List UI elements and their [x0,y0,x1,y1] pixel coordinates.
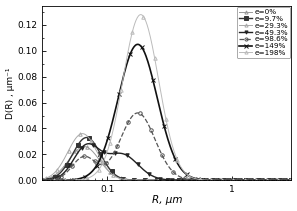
e=9.7% [290,179,293,181]
e=98.6% [290,179,293,181]
e=149% [140,46,143,48]
e=9.7% [221,179,225,181]
e=29.3% [80,132,84,135]
e=49.3% [290,179,293,181]
e=149% [40,179,44,181]
e=49.3% [87,142,90,145]
e=9.7% [40,179,44,181]
e=29.3% [122,178,126,181]
e=198% [140,14,143,16]
e=9.7% [140,179,143,181]
e=29.3% [140,179,143,181]
Line: e=198%: e=198% [41,13,293,182]
e=149% [222,179,226,181]
Line: e=49.3%: e=49.3% [41,142,293,182]
e=49.3% [221,179,225,181]
e=9.7% [198,179,201,181]
e=0% [122,178,126,180]
e=0% [140,179,143,181]
e=98.6% [40,179,44,181]
e=198% [221,179,225,181]
e=98.6% [140,113,143,116]
e=198% [40,179,44,181]
e=9.7% [85,136,89,139]
e=149% [198,178,201,181]
e=149% [70,179,74,181]
e=98.6% [70,165,74,167]
X-axis label: R, μm: R, μm [152,195,182,206]
e=49.3% [198,179,201,181]
e=98.6% [221,179,225,181]
e=49.3% [122,153,126,155]
e=49.3% [70,160,74,163]
Line: e=149%: e=149% [41,43,293,182]
e=198% [198,178,201,181]
e=29.3% [70,142,74,145]
e=0% [221,179,225,181]
e=198% [139,13,143,16]
e=49.3% [140,167,143,169]
e=0% [82,145,86,148]
e=29.3% [221,179,225,181]
Line: e=98.6%: e=98.6% [41,111,293,182]
e=49.3% [222,179,226,181]
e=49.3% [40,179,44,181]
Line: e=29.3%: e=29.3% [41,132,293,182]
e=29.3% [198,179,201,181]
e=149% [221,179,225,181]
e=0% [40,178,44,181]
e=29.3% [222,179,226,181]
Y-axis label: D(R) , μm⁻¹: D(R) , μm⁻¹ [6,67,15,119]
e=98.6% [222,179,226,181]
e=198% [70,179,74,181]
e=149% [136,43,140,46]
e=198% [122,75,125,78]
e=0% [70,154,74,157]
Legend: e=0%, e=9.7%, e=29.3%, e=49.3%, e=98.6%, e=149%, e=198%: e=0%, e=9.7%, e=29.3%, e=49.3%, e=98.6%,… [237,7,290,58]
e=0% [198,179,201,181]
Line: e=9.7%: e=9.7% [41,136,293,182]
e=98.6% [122,131,125,133]
e=29.3% [290,179,293,181]
e=0% [290,179,293,181]
e=9.7% [222,179,226,181]
e=9.7% [70,153,74,156]
e=0% [222,179,226,181]
Line: e=0%: e=0% [41,145,293,182]
e=29.3% [40,178,44,180]
e=149% [122,75,125,77]
e=198% [290,179,293,181]
e=9.7% [122,178,126,180]
e=98.6% [136,112,140,114]
e=98.6% [198,179,201,181]
e=149% [290,179,293,181]
e=198% [222,179,226,181]
